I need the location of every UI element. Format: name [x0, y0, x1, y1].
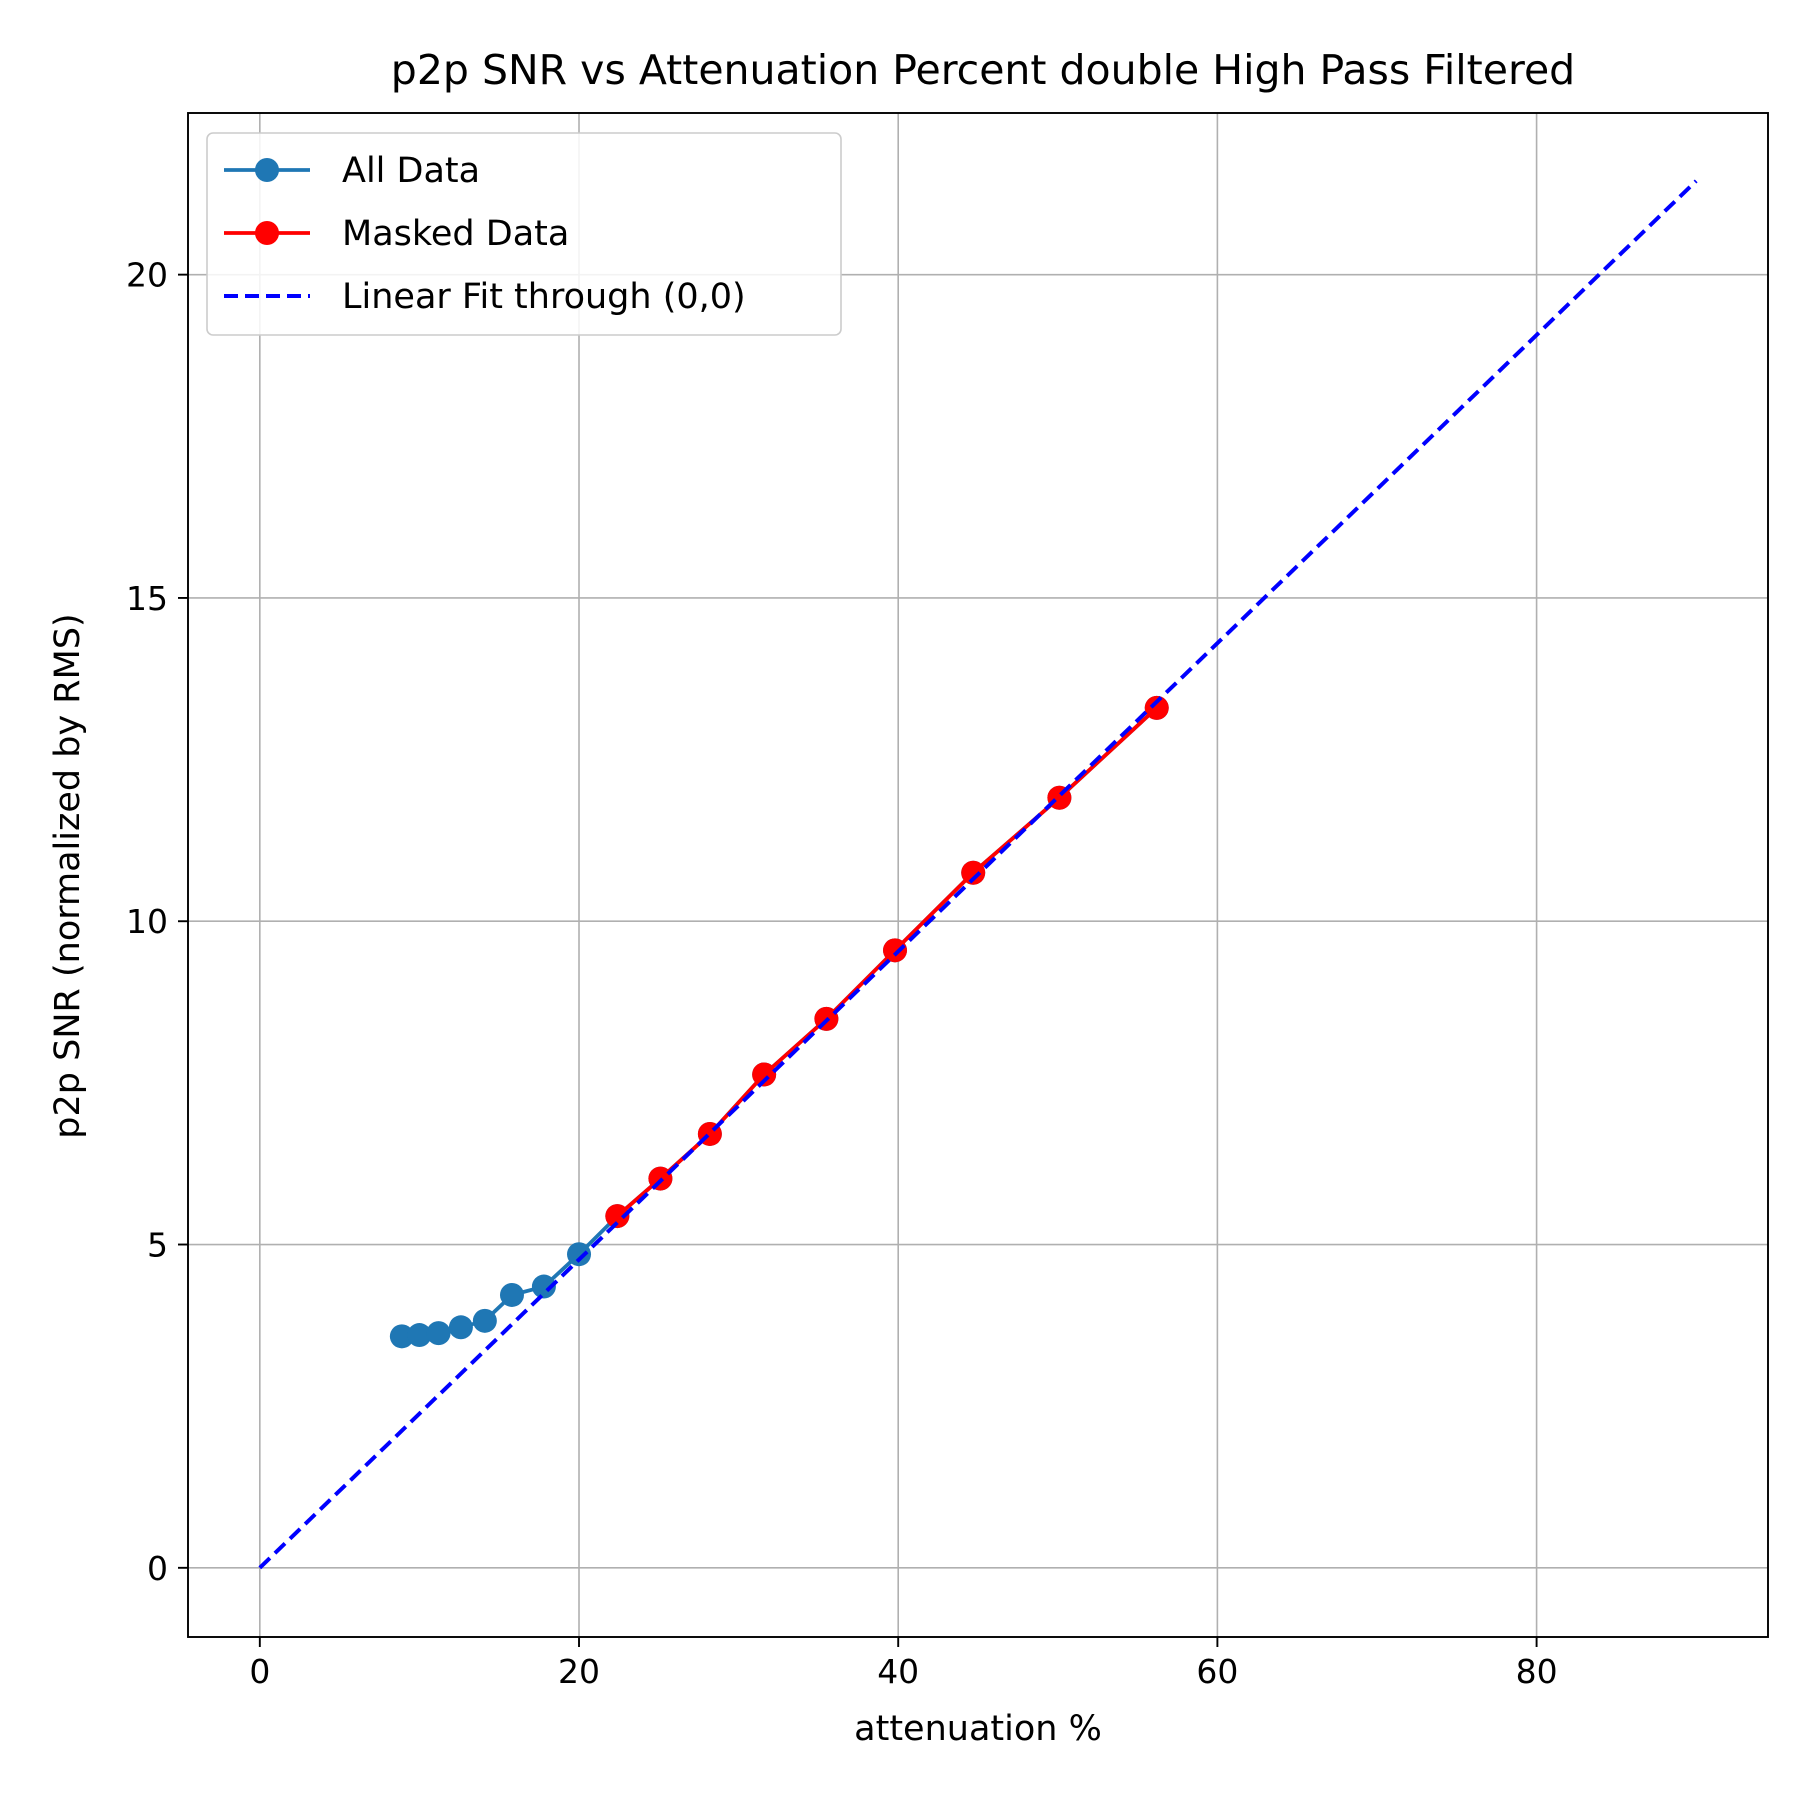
data-point	[389, 1324, 414, 1349]
y-tick-label: 15	[126, 579, 168, 618]
data-point	[605, 1204, 630, 1229]
legend-box	[206, 132, 842, 336]
legend-swatch-marker	[255, 221, 279, 245]
y-tick-label: 0	[147, 1549, 168, 1588]
x-axis: 0 20 40 60 80	[249, 1637, 1558, 1691]
series-layer	[258, 179, 1698, 1570]
data-point	[567, 1242, 592, 1267]
legend-swatch-marker	[255, 158, 279, 182]
data-point	[472, 1308, 497, 1333]
data-point	[961, 860, 986, 885]
data-point	[426, 1321, 451, 1346]
x-tick-label: 20	[558, 1652, 600, 1691]
data-point	[448, 1315, 473, 1340]
x-tick-label: 60	[1196, 1652, 1238, 1691]
x-tick-label: 0	[249, 1652, 270, 1691]
legend-label: All Data	[342, 151, 480, 191]
y-tick-label: 10	[126, 902, 168, 941]
legend: All Data Masked Data Linear Fit through (0…	[206, 132, 842, 336]
plot-frame	[187, 112, 1769, 1638]
chart-title: p2p SNR vs Attenuation Percent double Hi…	[391, 46, 1575, 94]
legend-label: Linear Fit through (0,0)	[342, 277, 746, 317]
data-point	[883, 938, 908, 963]
x-axis-label: attenuation %	[854, 1709, 1102, 1749]
legend-label: Masked Data	[342, 214, 569, 254]
x-tick-label: 80	[1516, 1652, 1558, 1691]
data-point	[752, 1062, 777, 1087]
y-axis-label: p2p SNR (normalized by RMS)	[48, 613, 88, 1138]
y-tick-label: 20	[126, 256, 168, 295]
fit-line	[258, 179, 1698, 1570]
data-point	[499, 1282, 524, 1307]
y-tick-label: 5	[147, 1226, 168, 1265]
data-point	[407, 1323, 432, 1348]
data-point	[1144, 695, 1169, 720]
y-axis: 0 5 10 15 20	[126, 256, 188, 1588]
data-point	[531, 1274, 556, 1299]
grid	[188, 113, 1768, 1637]
x-tick-label: 40	[877, 1652, 919, 1691]
